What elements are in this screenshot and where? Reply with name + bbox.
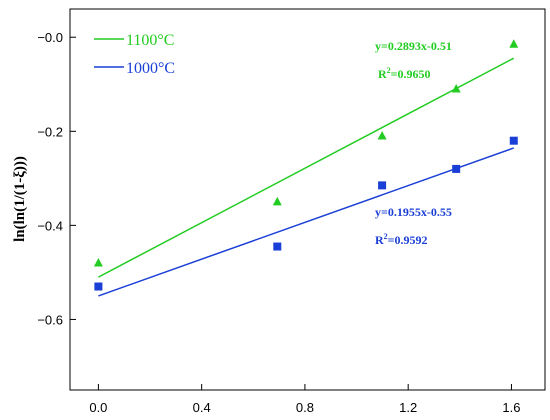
plot-frame bbox=[69, 8, 546, 391]
data-point-triangle bbox=[272, 196, 282, 206]
x-tick-label: 1.2 bbox=[399, 400, 417, 415]
y-tick-label: −0.4 bbox=[37, 218, 63, 233]
data-point-square bbox=[94, 282, 103, 291]
fit-line bbox=[98, 57, 515, 278]
fit-equation: y=0.1955x-0.55 bbox=[375, 205, 452, 219]
y-axis-label: ln(ln(1/(1-ξ))) bbox=[12, 156, 28, 242]
x-tick-label: 1.6 bbox=[502, 400, 520, 415]
data-points bbox=[93, 39, 519, 291]
x-tick-label: 0.0 bbox=[89, 400, 107, 415]
r-squared: R2=0.9650 bbox=[378, 66, 431, 81]
y-tick-label: −0.0 bbox=[37, 30, 63, 45]
legend-label: 1100°C bbox=[126, 32, 174, 49]
annotations: y=0.2893x-0.51 R2=0.9650 y=0.1955x-0.55 R2=… bbox=[375, 39, 452, 247]
legend: 1100°C 1000°C bbox=[94, 32, 175, 77]
axis-ticks: 0.0 0.4 0.8 1.2 1.6 −0.0 −0.2 −0.4 −0.6 bbox=[37, 30, 520, 415]
data-point-square bbox=[273, 242, 282, 251]
y-tick-label: −0.2 bbox=[37, 124, 63, 139]
fit-equation: y=0.2893x-0.51 bbox=[375, 39, 452, 53]
x-tick-label: 0.8 bbox=[296, 400, 314, 415]
y-tick-label: −0.6 bbox=[37, 312, 63, 327]
data-point-square bbox=[509, 136, 518, 145]
data-point-square bbox=[378, 181, 387, 190]
legend-label: 1000°C bbox=[126, 60, 175, 77]
x-tick-label: 0.4 bbox=[193, 400, 211, 415]
r-squared: R2=0.9592 bbox=[375, 232, 428, 247]
data-point-triangle bbox=[451, 83, 461, 93]
data-point-square bbox=[452, 164, 461, 173]
data-point-triangle bbox=[509, 39, 519, 48]
data-point-triangle bbox=[377, 131, 387, 140]
fit-lines bbox=[98, 57, 515, 297]
fit-line bbox=[98, 147, 515, 297]
data-point-triangle bbox=[93, 258, 103, 267]
